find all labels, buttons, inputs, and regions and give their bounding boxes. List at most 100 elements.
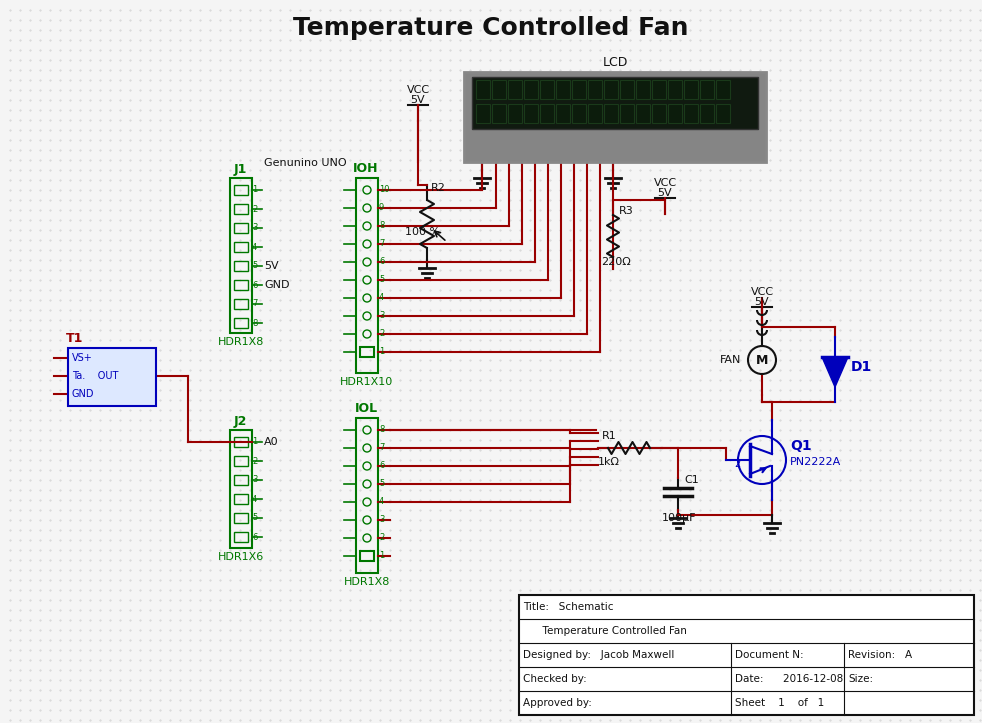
Text: 4: 4 <box>379 497 384 507</box>
Text: PN2222A: PN2222A <box>790 457 842 467</box>
Bar <box>68 348 156 406</box>
Text: 5V: 5V <box>410 95 425 105</box>
Bar <box>234 475 248 485</box>
Bar <box>464 72 766 162</box>
Text: 220Ω: 220Ω <box>601 257 630 267</box>
Bar <box>356 178 378 373</box>
Text: GND: GND <box>72 389 94 399</box>
Text: R1: R1 <box>602 431 617 441</box>
Text: Date:      2016-12-08: Date: 2016-12-08 <box>735 674 843 684</box>
Text: 8: 8 <box>379 426 384 435</box>
Bar <box>230 178 252 333</box>
Text: Sheet    1    of   1: Sheet 1 of 1 <box>735 698 824 708</box>
Bar <box>524 80 538 99</box>
Text: Q1: Q1 <box>790 439 812 453</box>
Text: 4: 4 <box>252 495 257 503</box>
Text: Checked by:: Checked by: <box>523 674 587 684</box>
Text: FAN: FAN <box>720 355 741 365</box>
Text: 1: 1 <box>252 437 257 447</box>
Text: VCC: VCC <box>653 178 677 188</box>
Text: VCC: VCC <box>407 85 429 95</box>
Text: 100μF: 100μF <box>662 513 696 523</box>
Text: 9: 9 <box>379 203 384 213</box>
Text: J2: J2 <box>234 414 246 427</box>
Text: 3: 3 <box>252 476 257 484</box>
Text: 2: 2 <box>734 459 740 469</box>
Text: R3: R3 <box>619 206 633 216</box>
Bar <box>540 80 554 99</box>
Text: 2: 2 <box>379 330 384 338</box>
Bar <box>472 77 758 129</box>
Bar <box>588 80 602 99</box>
Text: 7: 7 <box>379 239 384 249</box>
Bar <box>519 595 974 715</box>
Text: D1: D1 <box>851 360 872 374</box>
Bar <box>716 80 730 99</box>
Bar <box>234 299 248 309</box>
Bar <box>540 104 554 123</box>
Text: HDR1X8: HDR1X8 <box>218 337 264 347</box>
Bar <box>234 261 248 271</box>
Text: 5V: 5V <box>264 261 279 271</box>
Bar <box>684 80 698 99</box>
Text: R2: R2 <box>431 183 446 193</box>
Polygon shape <box>822 357 848 387</box>
Text: VS+: VS+ <box>72 353 92 363</box>
Text: 8: 8 <box>252 319 257 328</box>
Bar <box>492 80 506 99</box>
Text: T1: T1 <box>66 333 83 346</box>
Bar <box>684 104 698 123</box>
Text: 5: 5 <box>252 262 257 270</box>
Text: 1: 1 <box>379 348 384 356</box>
Text: HDR1X10: HDR1X10 <box>341 377 394 387</box>
Text: VCC: VCC <box>750 287 774 297</box>
Bar <box>234 280 248 290</box>
Text: 5: 5 <box>252 513 257 523</box>
Bar <box>556 104 570 123</box>
Bar <box>508 104 522 123</box>
Text: J1: J1 <box>234 163 246 176</box>
Bar <box>620 80 634 99</box>
Text: 8: 8 <box>379 221 384 231</box>
Bar <box>360 551 374 561</box>
Text: M: M <box>756 354 768 367</box>
Bar <box>508 80 522 99</box>
Text: IOL: IOL <box>355 403 377 416</box>
Text: 1kΩ: 1kΩ <box>598 457 620 467</box>
Bar <box>234 532 248 542</box>
Text: 2: 2 <box>252 456 257 466</box>
Bar <box>476 104 490 123</box>
Bar <box>234 185 248 195</box>
Text: 2: 2 <box>252 205 257 213</box>
Bar <box>524 104 538 123</box>
Bar <box>234 223 248 233</box>
Bar <box>652 104 666 123</box>
Bar <box>620 104 634 123</box>
Bar <box>588 104 602 123</box>
Text: 6: 6 <box>379 461 384 471</box>
Bar <box>636 104 650 123</box>
Text: 3: 3 <box>252 223 257 233</box>
Bar <box>356 418 378 573</box>
Text: 5V: 5V <box>755 297 769 307</box>
Bar <box>700 80 714 99</box>
Bar <box>230 430 252 548</box>
Text: 5V: 5V <box>658 188 673 198</box>
Text: Temperature Controlled Fan: Temperature Controlled Fan <box>523 626 686 636</box>
Text: Size:: Size: <box>848 674 873 684</box>
Text: 7: 7 <box>379 443 384 453</box>
Bar <box>234 318 248 328</box>
Text: 100 %: 100 % <box>405 227 440 237</box>
Bar <box>476 80 490 99</box>
Bar <box>604 104 618 123</box>
Bar <box>234 437 248 447</box>
Text: 1: 1 <box>379 552 384 560</box>
Bar <box>636 80 650 99</box>
Bar <box>572 104 586 123</box>
Text: 5: 5 <box>379 275 384 284</box>
Bar <box>700 104 714 123</box>
Bar <box>668 80 682 99</box>
Bar <box>492 104 506 123</box>
Text: Ta.    OUT: Ta. OUT <box>72 371 119 381</box>
Text: HDR1X8: HDR1X8 <box>344 577 390 587</box>
